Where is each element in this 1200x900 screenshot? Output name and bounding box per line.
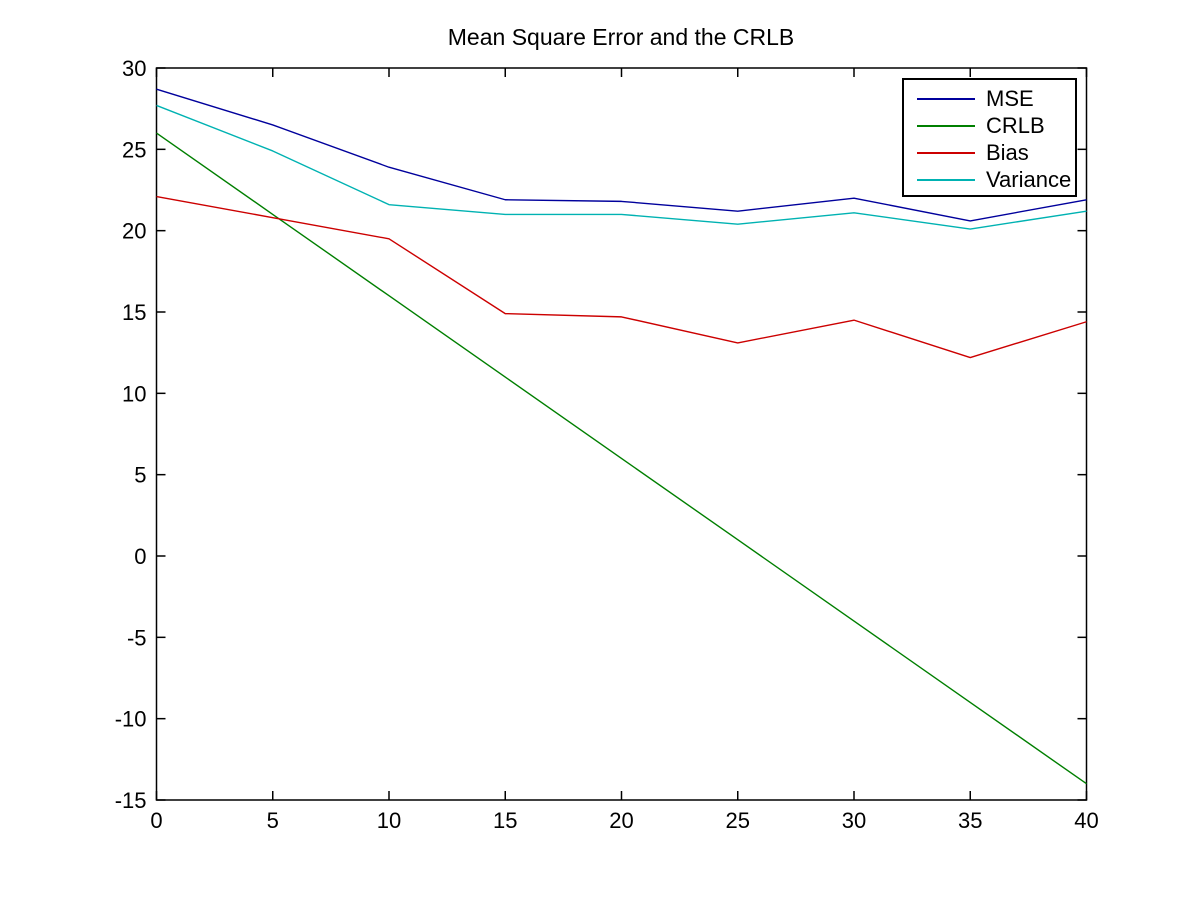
series-line-bias [156,195,1087,359]
y-tick-label: 15 [122,300,146,325]
legend-item-bias: Bias [904,139,1075,166]
y-tick-label: 0 [134,544,146,569]
x-tick-label: 5 [267,808,279,833]
legend-line-sample-variance [917,178,975,181]
legend-item-crlb: CRLB [904,112,1075,139]
x-tick-label: 30 [842,808,866,833]
legend-line-sample-mse [917,97,975,100]
y-tick-label: 5 [134,463,146,488]
x-tick-label: 20 [609,808,633,833]
series-line-mse [156,88,1087,222]
chart-title: Mean Square Error and the CRLB [447,24,795,50]
x-tick-label: 35 [958,808,982,833]
x-tick-label: 10 [377,808,401,833]
y-tick-label: -10 [115,707,147,732]
y-tick-label: -15 [115,788,147,813]
series-line-crlb [156,132,1087,785]
legend-line-sample-crlb [917,124,975,127]
legend-label-bias: Bias [986,139,1029,165]
x-tick-label: 15 [493,808,517,833]
x-tick-label: 0 [150,808,162,833]
legend-label-mse: MSE [986,85,1034,111]
legend-label-crlb: CRLB [986,112,1045,138]
series-line-variance [156,104,1087,230]
y-tick-label: -5 [127,625,147,650]
y-tick-label: 30 [122,56,146,81]
legend: MSE CRLB Bias Variance [902,78,1077,197]
legend-line-sample-bias [917,151,975,154]
legend-item-variance: Variance [904,166,1075,193]
x-tick-label: 25 [726,808,750,833]
y-tick-label: 20 [122,219,146,244]
legend-item-mse: MSE [904,85,1075,112]
y-tick-label: 25 [122,137,146,162]
legend-label-variance: Variance [986,166,1072,192]
x-tick-label: 40 [1074,808,1098,833]
y-tick-label: 10 [122,381,146,406]
